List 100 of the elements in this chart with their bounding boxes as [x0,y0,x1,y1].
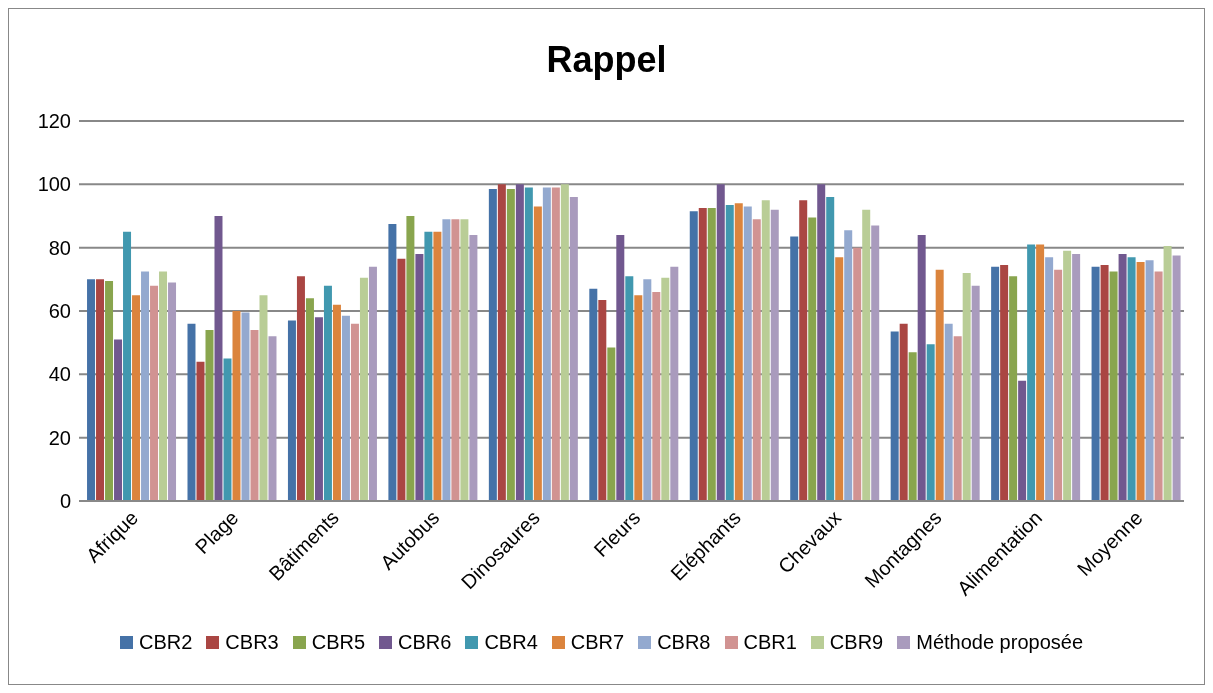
bar [542,187,551,501]
bar [560,184,569,501]
legend-label: CBR9 [829,631,884,654]
bar [598,299,607,501]
chart-title: Rappel [545,38,668,82]
bar [899,323,908,501]
bar [524,187,533,501]
bar [159,271,168,501]
bar [725,204,734,501]
bar [1127,257,1136,501]
bar [1136,261,1145,501]
bar [350,323,359,501]
bar [761,200,770,501]
bar [707,208,716,501]
bar [533,206,542,501]
y-tick-label: 100 [37,173,71,196]
bar [332,304,341,501]
bar [259,295,268,501]
bar [770,209,779,501]
bar [917,235,926,501]
bar [790,236,799,501]
bar [314,317,323,501]
bar [799,200,808,501]
bar [734,203,743,501]
bar [232,311,241,501]
y-tick-label: 20 [48,426,71,449]
bar [1163,246,1172,501]
bar [451,219,460,501]
legend-label: Méthode proposée [916,631,1084,654]
bar [670,266,679,501]
bar [1100,265,1109,501]
bar [569,197,578,501]
y-tick-label: 60 [48,300,71,323]
legend-label: CBR3 [225,631,279,654]
bar [497,184,506,501]
bar [1054,269,1063,501]
y-tick-label: 0 [59,490,71,513]
bar [141,271,150,501]
bar [991,266,1000,501]
bar [962,273,971,501]
bar [1000,265,1009,501]
bar [908,352,917,501]
bar [935,269,944,501]
bar [752,219,761,501]
bar [1172,255,1181,501]
bar [296,276,305,501]
legend-label: CBR6 [398,631,452,654]
bar [698,208,707,501]
bar [442,219,451,501]
bar [187,323,196,501]
bar [689,211,698,501]
bar [460,219,469,501]
bar [890,331,899,501]
bar [123,231,132,501]
bar [406,216,415,501]
bar [551,187,560,501]
bar [415,254,424,501]
y-tick-label: 80 [48,236,71,259]
bar [1145,260,1154,501]
bar [971,285,980,501]
bar [944,323,953,501]
bar [1009,276,1018,501]
legend-label: CBR2 [138,631,193,654]
bar [424,231,433,501]
bar [1072,254,1081,501]
bar [96,279,105,501]
bar [397,258,406,501]
bar [223,358,232,501]
y-tick-label: 120 [37,110,71,133]
y-tick-label: 40 [48,363,71,386]
bar [250,330,259,501]
bar [1063,250,1072,501]
bar [853,247,862,501]
bar [643,279,652,501]
bar [826,197,835,501]
bar [862,209,871,501]
bar [661,277,670,501]
legend-label: CBR7 [570,631,625,654]
bar [953,336,962,501]
bar [1109,271,1118,501]
bar [743,206,752,501]
bar [214,216,223,501]
bar [515,184,524,501]
bar [241,312,250,501]
bar [287,320,296,501]
bar [488,189,497,501]
bar [716,184,725,501]
legend-label: CBR8 [657,631,711,654]
bar [433,231,442,501]
bar [808,217,817,501]
bar [359,277,368,501]
bar [926,344,935,501]
bar [323,285,332,501]
bar [1045,257,1054,501]
bar [1018,380,1027,501]
bar [506,189,515,501]
bar [607,347,616,501]
bar [634,295,643,501]
bar [589,288,598,501]
bar [105,280,114,501]
